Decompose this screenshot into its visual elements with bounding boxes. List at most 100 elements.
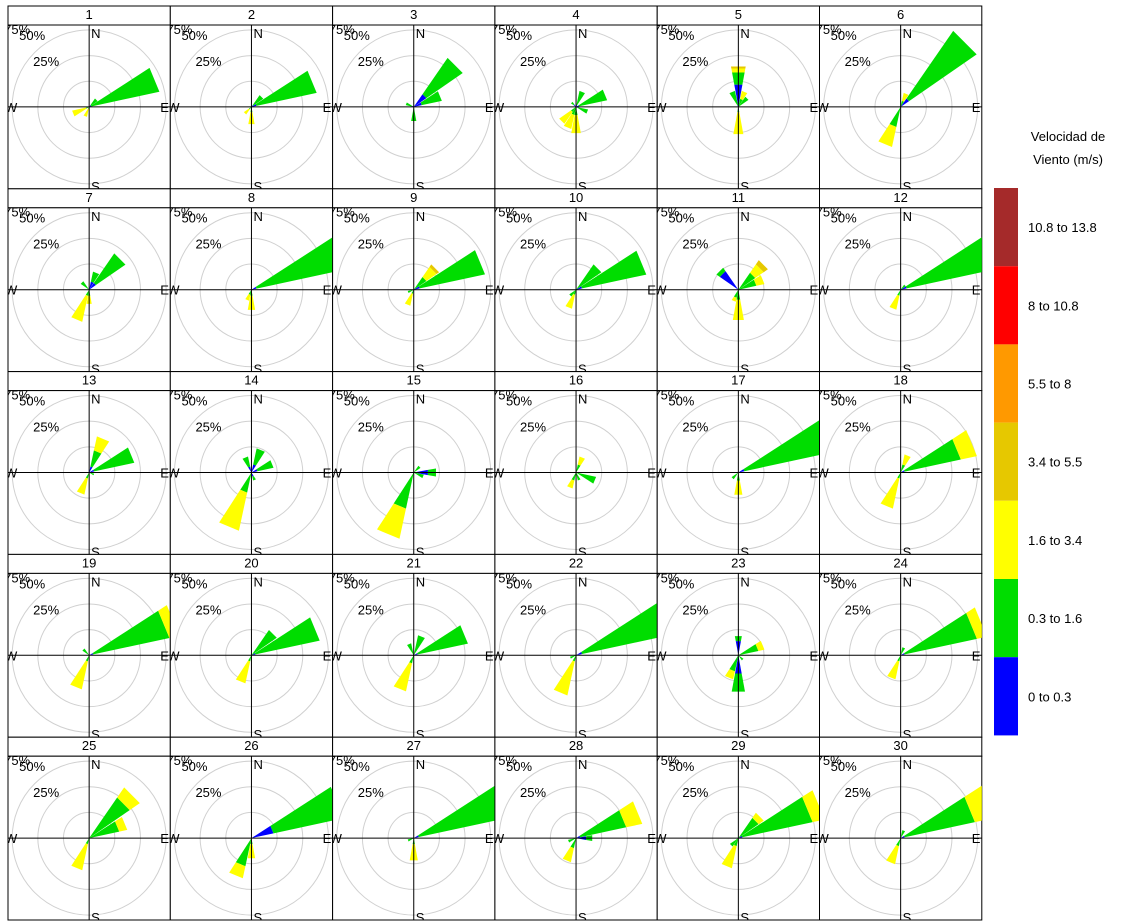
ring-label: 25%	[520, 237, 546, 252]
wind-rose-panel: 23 25% 50%75% N E S W	[653, 554, 819, 742]
compass-e: E	[160, 831, 169, 846]
wind-rose-panel: 1025%50%75% NESW	[491, 189, 657, 377]
wind-rose-panel: 125%50%75% NESW	[4, 6, 170, 194]
legend-swatch	[994, 344, 1018, 422]
compass-n: N	[91, 757, 100, 772]
panel-title: 23	[731, 555, 745, 570]
compass-e: E	[160, 100, 169, 115]
ring-label: 25%	[682, 602, 708, 617]
compass-n: N	[416, 574, 425, 589]
ring-label: 25%	[845, 420, 871, 435]
wind-rose-panel: 925%50%75% NESW	[329, 189, 495, 377]
ring-label: 25%	[33, 785, 59, 800]
wind-rose-panel: 7 25% 50%75% N E S W	[4, 189, 170, 377]
compass-w: W	[5, 100, 18, 115]
compass-n: N	[740, 392, 749, 407]
compass-n: N	[253, 392, 262, 407]
ring-label: 25%	[195, 54, 221, 69]
compass-n: N	[903, 392, 912, 407]
ring-label: 25%	[195, 420, 221, 435]
compass-e: E	[323, 466, 332, 481]
wind-rose-panel: 11 25% 50%75% N E S W	[653, 189, 819, 377]
compass-e: E	[485, 100, 494, 115]
compass-n: N	[578, 574, 587, 589]
compass-n: N	[903, 757, 912, 772]
panel-title: 9	[410, 190, 417, 205]
wind-rose-panels: 125%50%75% NESW225%50%75% NESW325%50%75% NE…	[4, 6, 999, 921]
ring-label: 25%	[520, 602, 546, 617]
compass-n: N	[578, 392, 587, 407]
wind-rose-panel: 1425%50%75% NESW	[166, 372, 332, 560]
compass-e: E	[810, 100, 819, 115]
wind-rose-panel: 825%50%75% NESW	[166, 189, 351, 377]
panel-title: 8	[248, 190, 255, 205]
ring-label: 25%	[33, 420, 59, 435]
compass-n: N	[91, 392, 100, 407]
compass-e: E	[485, 831, 494, 846]
wind-rose-panel: 3025%50%75% NESW	[816, 737, 995, 921]
ring-label: 25%	[520, 420, 546, 435]
compass-s: S	[903, 910, 912, 921]
compass-e: E	[647, 466, 656, 481]
panel-title: 27	[407, 738, 421, 753]
panel-title: 5	[735, 7, 742, 22]
compass-e: E	[647, 648, 656, 663]
legend-title-line2: Viento (m/s)	[1033, 152, 1103, 167]
panel-title: 7	[86, 190, 93, 205]
wind-rose-panel: 1925%50%75% NESW	[4, 554, 179, 742]
compass-e: E	[323, 283, 332, 298]
panel-title: 26	[244, 738, 258, 753]
legend-bins: 10.8 to 13.88 to 10.85.5 to 83.4 to 5.51…	[994, 188, 1097, 735]
compass-e: E	[972, 648, 981, 663]
compass-n: N	[740, 26, 749, 41]
wind-rose-panel: 1825%50%75% NESW	[816, 372, 982, 560]
compass-n: N	[416, 26, 425, 41]
panel-title: 19	[82, 555, 96, 570]
compass-w: W	[5, 831, 18, 846]
compass-e: E	[323, 648, 332, 663]
ring-label: 25%	[682, 54, 708, 69]
compass-e: E	[810, 831, 819, 846]
compass-e: E	[810, 283, 819, 298]
panel-title: 30	[893, 738, 907, 753]
ring-label: 25%	[33, 54, 59, 69]
legend-swatch	[994, 501, 1018, 579]
compass-e: E	[647, 283, 656, 298]
panel-title: 2	[248, 7, 255, 22]
ring-label: 25%	[33, 237, 59, 252]
wind-rose-panel: 1525%50%75% NESW	[329, 372, 495, 560]
compass-n: N	[578, 757, 587, 772]
compass-s: S	[740, 910, 749, 921]
compass-e: E	[323, 100, 332, 115]
legend-label: 3.4 to 5.5	[1028, 455, 1082, 470]
compass-n: N	[416, 209, 425, 224]
panel-title: 24	[893, 555, 907, 570]
wind-rose-panel: 525%50%75% NESW	[653, 6, 819, 194]
panel-title: 1	[86, 7, 93, 22]
legend-label: 8 to 10.8	[1028, 298, 1079, 313]
compass-n: N	[91, 26, 100, 41]
wind-rose-panel: 26 25% 50%75% N E S W	[166, 737, 343, 921]
panel-title: 3	[410, 7, 417, 22]
compass-n: N	[91, 574, 100, 589]
panel-title: 20	[244, 555, 258, 570]
ring-label: 25%	[358, 54, 384, 69]
panel-title: 16	[569, 373, 583, 388]
legend-label: 1.6 to 3.4	[1028, 533, 1082, 548]
compass-n: N	[578, 209, 587, 224]
ring-label: 25%	[195, 785, 221, 800]
compass-e: E	[972, 466, 981, 481]
ring-label: 25%	[33, 602, 59, 617]
compass-n: N	[903, 574, 912, 589]
ring-label: 25%	[195, 237, 221, 252]
wind-rose-panel: 2125%50%75% NESW	[329, 554, 495, 742]
panel-title: 21	[407, 555, 421, 570]
compass-e: E	[485, 648, 494, 663]
ring-label: 25%	[358, 420, 384, 435]
ring-label: 25%	[520, 54, 546, 69]
legend-swatch	[994, 188, 1018, 266]
legend-label: 0.3 to 1.6	[1028, 611, 1082, 626]
compass-w: W	[5, 466, 18, 481]
panel-title: 28	[569, 738, 583, 753]
legend-swatch	[994, 266, 1018, 344]
